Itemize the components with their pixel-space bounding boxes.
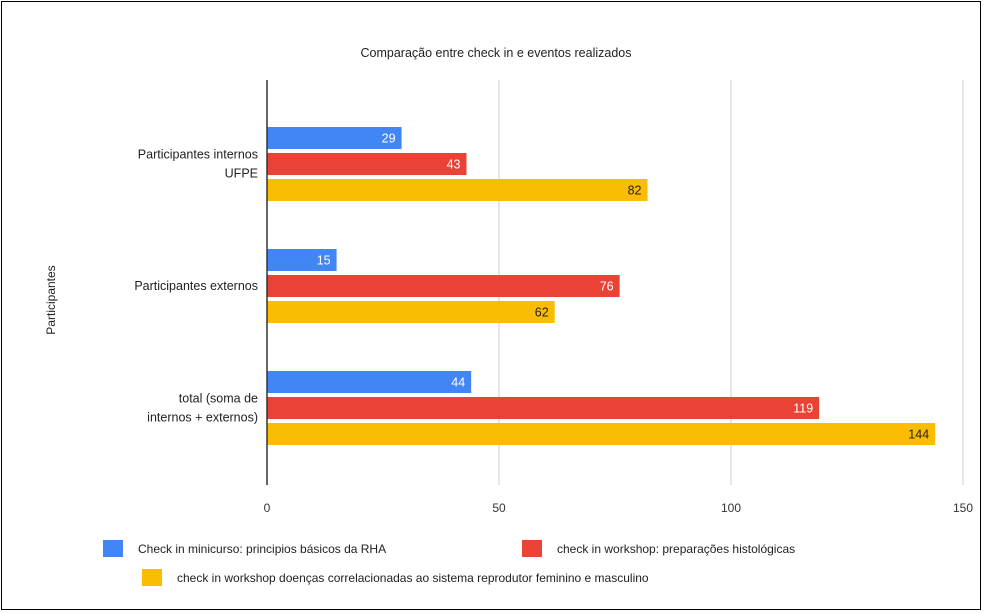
data-label: 76	[600, 280, 614, 294]
data-label: 15	[317, 254, 331, 268]
x-tick-label: 0	[264, 501, 271, 515]
category-label: Participantes internos	[138, 148, 258, 162]
y-axis-label: Participantes	[44, 265, 58, 334]
data-label: 144	[908, 428, 929, 442]
data-label: 43	[447, 158, 461, 172]
legend-label: check in workshop: preparações histológi…	[557, 542, 795, 556]
category-labels: Participantes internos UFPE Participantes …	[134, 148, 258, 425]
data-label: 44	[451, 376, 465, 390]
category-label: total (soma de	[179, 392, 258, 406]
x-tick-label: 50	[492, 501, 506, 515]
data-label: 29	[382, 132, 396, 146]
bar	[267, 153, 467, 175]
data-label: 62	[535, 306, 549, 320]
legend-swatch	[142, 569, 162, 586]
legend-swatch	[522, 540, 542, 557]
bars	[267, 127, 936, 445]
bar	[267, 127, 402, 149]
legend-label: check in workshop doenças correlacionada…	[177, 571, 649, 585]
bar	[267, 423, 936, 445]
category-label: internos + externos)	[147, 411, 258, 425]
bar	[267, 275, 620, 297]
data-label: 119	[793, 402, 813, 416]
legend-swatch	[103, 540, 123, 557]
x-tick-label: 100	[721, 501, 741, 515]
category-label: Participantes externos	[134, 279, 258, 293]
bar	[267, 249, 337, 271]
legend: Check in minicurso: principios básicos d…	[103, 540, 795, 586]
bar	[267, 371, 472, 393]
chart-title: Comparação entre check in e eventos real…	[361, 46, 632, 60]
data-labels: 29 43 82 15 76 62 44 119 144	[317, 132, 930, 442]
bar	[267, 301, 555, 323]
x-tick-label: 150	[953, 501, 973, 515]
bar	[267, 397, 820, 419]
bar	[267, 179, 648, 201]
x-tick-labels: 0 50 100 150	[264, 501, 974, 515]
legend-label: Check in minicurso: principios básicos d…	[138, 542, 386, 556]
category-label: UFPE	[225, 167, 258, 181]
data-label: 82	[628, 184, 642, 198]
